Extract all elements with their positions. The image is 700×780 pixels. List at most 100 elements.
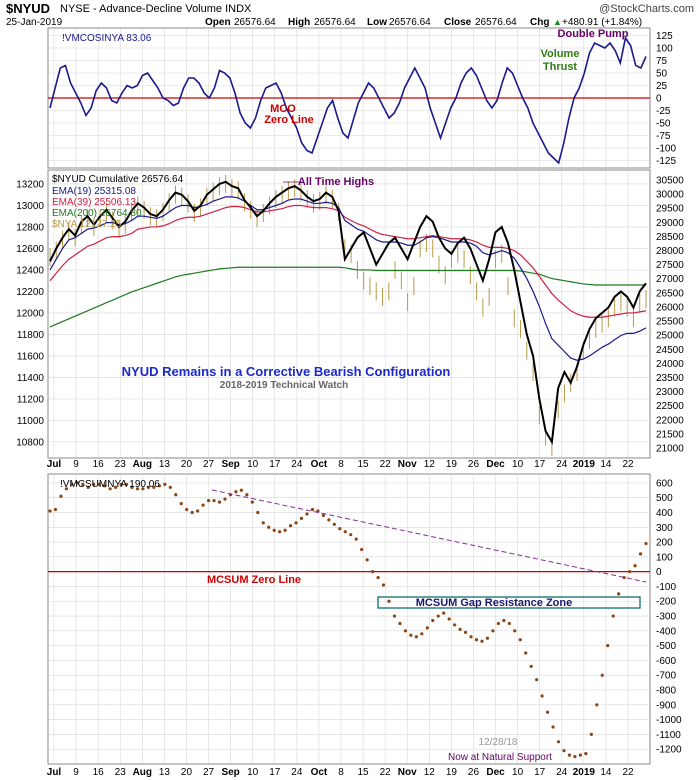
mcsum-point: [387, 599, 391, 603]
x-tick-label: 26: [468, 767, 480, 778]
mcsum-point: [398, 621, 402, 626]
mcsum-point: [141, 487, 145, 491]
ohlc-readout: Open 26576.64 High 26576.64 Low 26576.64…: [205, 17, 642, 28]
x-tick-label: 22: [380, 767, 392, 778]
bottom-y-tick: 200: [656, 538, 673, 549]
x-tick-label: 22: [622, 767, 634, 778]
middle-y-tick-right: 24500: [656, 345, 684, 356]
mcsum-point: [196, 509, 200, 513]
mcsum-point: [567, 753, 572, 757]
mcsum-point: [491, 629, 495, 633]
middle-y-tick-left: 13200: [16, 179, 44, 190]
mcsum-point: [442, 611, 446, 615]
mcsum-point: [146, 485, 151, 489]
mcsum-point: [261, 521, 265, 525]
mcsum-point: [59, 494, 63, 498]
mcsum-point: [157, 484, 161, 488]
x-tick-label: 12: [424, 767, 436, 778]
mcsum-trendline: [211, 489, 647, 583]
x-tick-label: 10: [247, 459, 259, 470]
x-tick-label: Oct: [311, 459, 328, 470]
middle-y-tick-left: 10800: [16, 437, 44, 448]
double-pump-annotation: Double Pump: [558, 28, 629, 40]
mcsum-point: [595, 703, 599, 707]
mcsum-point: [376, 575, 380, 580]
volume-annotation: Volume: [541, 48, 580, 60]
bottom-y-tick: -200: [656, 597, 676, 608]
mcsum-point: [201, 503, 205, 507]
middle-y-tick-left: 13000: [16, 201, 44, 212]
low-value: 26576.64: [389, 17, 431, 28]
mco-line: [49, 35, 647, 165]
mcsum-point: [217, 500, 222, 504]
middle-y-tick-right: 24000: [656, 359, 684, 370]
mcsum-point: [463, 630, 468, 634]
x-tick-label: 26: [468, 459, 480, 470]
mcsum-point: [485, 636, 490, 640]
mco-annotation: MCO: [270, 103, 296, 115]
x-tick-label: Nov: [398, 459, 417, 470]
mcsum-point: [108, 487, 112, 491]
middle-y-tick-left: 11400: [17, 373, 45, 384]
middle-y-tick-left: 11200: [17, 394, 45, 405]
middle-y-tick-right: 29500: [656, 204, 684, 215]
chg-arrow-icon: ▲: [553, 17, 562, 27]
bottom-y-tick: 400: [656, 508, 673, 519]
mcsum-point: [644, 541, 648, 546]
thrust-annotation: Thrust: [543, 61, 578, 73]
mcsum-point: [425, 626, 429, 630]
middle-y-tick-right: 30000: [656, 190, 684, 201]
exchange-description: NYSE - Advance-Decline Volume INDX: [60, 3, 252, 15]
mcsum-point: [168, 485, 172, 489]
mcsum-point: [299, 516, 304, 520]
middle-y-tick-right: 23500: [656, 373, 684, 384]
legend-nyud: $NYUD Cumulative 26576.64: [52, 174, 184, 185]
x-tick-label: 22: [622, 459, 634, 470]
x-tick-label: 13: [159, 767, 171, 778]
date-label: 25-Jan-2019: [6, 17, 63, 28]
middle-y-tick-left: 12800: [16, 222, 44, 233]
chg-value: +480.91 (+1.84%): [562, 17, 642, 28]
mcsum-point: [638, 552, 643, 556]
mcsum-point: [321, 513, 325, 518]
x-tick-label: 19: [446, 459, 458, 470]
mcsum-point: [633, 564, 637, 568]
mcsum-point: [267, 525, 271, 529]
mcsum-point: [480, 639, 484, 643]
x-tick-label: 17: [534, 767, 546, 778]
top-y-tick: -125: [656, 156, 676, 167]
top-y-tick: 75: [656, 56, 668, 67]
middle-y-tick-right: 28500: [656, 232, 684, 243]
ema200-line: [49, 266, 646, 328]
mcsum-point: [360, 547, 364, 552]
mcsum-point: [327, 518, 331, 522]
mcsum-point: [92, 482, 96, 486]
mcsum-point: [124, 482, 129, 486]
mcsum-point: [420, 632, 424, 636]
x-tick-label: 24: [556, 767, 568, 778]
middle-y-tick-left: 11600: [17, 351, 45, 362]
mcsum-point: [365, 558, 369, 562]
mcsum-point: [453, 623, 457, 627]
mcsum-point: [403, 629, 408, 633]
axis-layer: Jul Jul 9 9 16 16 23 23 Aug Aug 13 13 20 20 27 27 Sep Sep…: [16, 31, 684, 778]
middle-y-tick-right: 25000: [656, 331, 684, 342]
x-tick-label: 2019: [573, 767, 596, 778]
mcsum-point: [152, 485, 156, 489]
legend-ema39: EMA(39) 25506.13: [52, 197, 136, 208]
mcsum-point: [250, 500, 254, 504]
top-y-tick: 125: [656, 31, 673, 42]
mcsum-point: [343, 530, 347, 534]
mcsum-point: [283, 528, 287, 532]
mcsum-point: [179, 501, 183, 506]
x-tick-label: 16: [93, 459, 105, 470]
legend-nya: $NYA 12127.25: [52, 219, 122, 230]
top-y-tick: 50: [656, 69, 668, 80]
mcsum-point: [606, 644, 610, 648]
mcsum-point: [206, 499, 211, 503]
mcsum-point: [97, 482, 101, 486]
x-tick-label: 20: [181, 459, 193, 470]
close-value: 26576.64: [475, 17, 517, 28]
mcsum-point: [573, 755, 577, 759]
